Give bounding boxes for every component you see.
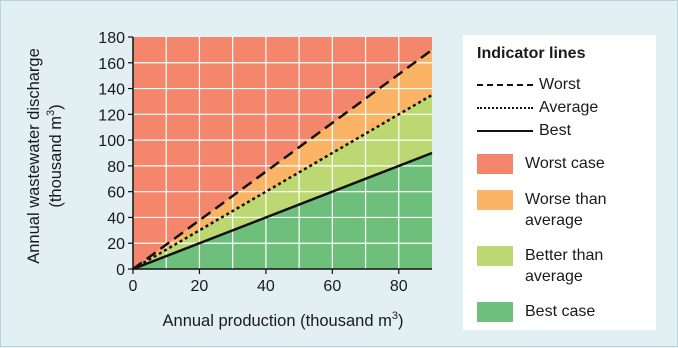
legend-swatch-best-case — [477, 302, 513, 322]
x-tick-label: 20 — [191, 278, 209, 295]
legend-region-best-case: Best case — [525, 303, 596, 320]
legend-line-worst — [477, 84, 533, 86]
y-tick-label: 80 — [107, 159, 125, 176]
legend-line-best — [477, 130, 533, 132]
y-tick-label: 100 — [98, 133, 125, 150]
y-tick-label: 160 — [98, 56, 125, 73]
series-line-average — [132, 93, 433, 271]
x-tick-label: 0 — [129, 278, 138, 295]
legend-region-worst-case: Worst case — [525, 155, 605, 172]
y-axis-label-line2: (thousand m3) — [45, 104, 65, 207]
series-line-best — [132, 151, 433, 271]
y-tick-label: 140 — [98, 82, 125, 99]
y-tick-label: 120 — [98, 107, 125, 124]
legend-title: Indicator lines — [477, 45, 586, 62]
legend: Indicator lines Worst Average Best Worst… — [463, 35, 656, 330]
x-axis-label: Annual production (thousand m3) — [163, 310, 404, 330]
series-line-worst — [132, 48, 433, 271]
y-tick-label: 180 — [98, 30, 125, 47]
y-tick-label: 60 — [107, 185, 125, 202]
x-tick-label: 60 — [323, 278, 341, 295]
legend-label-worst: Worst — [539, 76, 581, 93]
y-tick-label: 40 — [107, 210, 125, 227]
legend-swatch-worse-than-average — [477, 190, 513, 210]
legend-swatch-worst-case — [477, 154, 513, 174]
legend-region-better-than-average: Better than average — [525, 247, 604, 285]
legend-label-average: Average — [539, 99, 599, 116]
y-tick-label: 20 — [107, 236, 125, 253]
legend-label-best: Best — [539, 122, 572, 139]
y-axis-label-line1: Annual wastewater discharge — [25, 48, 43, 264]
legend-line-average — [477, 107, 533, 109]
y-tick-label: 0 — [116, 262, 125, 279]
legend-swatch-better-than-average — [477, 246, 513, 266]
x-tick-label: 40 — [257, 278, 275, 295]
x-tick-label: 80 — [390, 278, 408, 295]
legend-region-worse-than-average: Worse than average — [525, 191, 607, 229]
